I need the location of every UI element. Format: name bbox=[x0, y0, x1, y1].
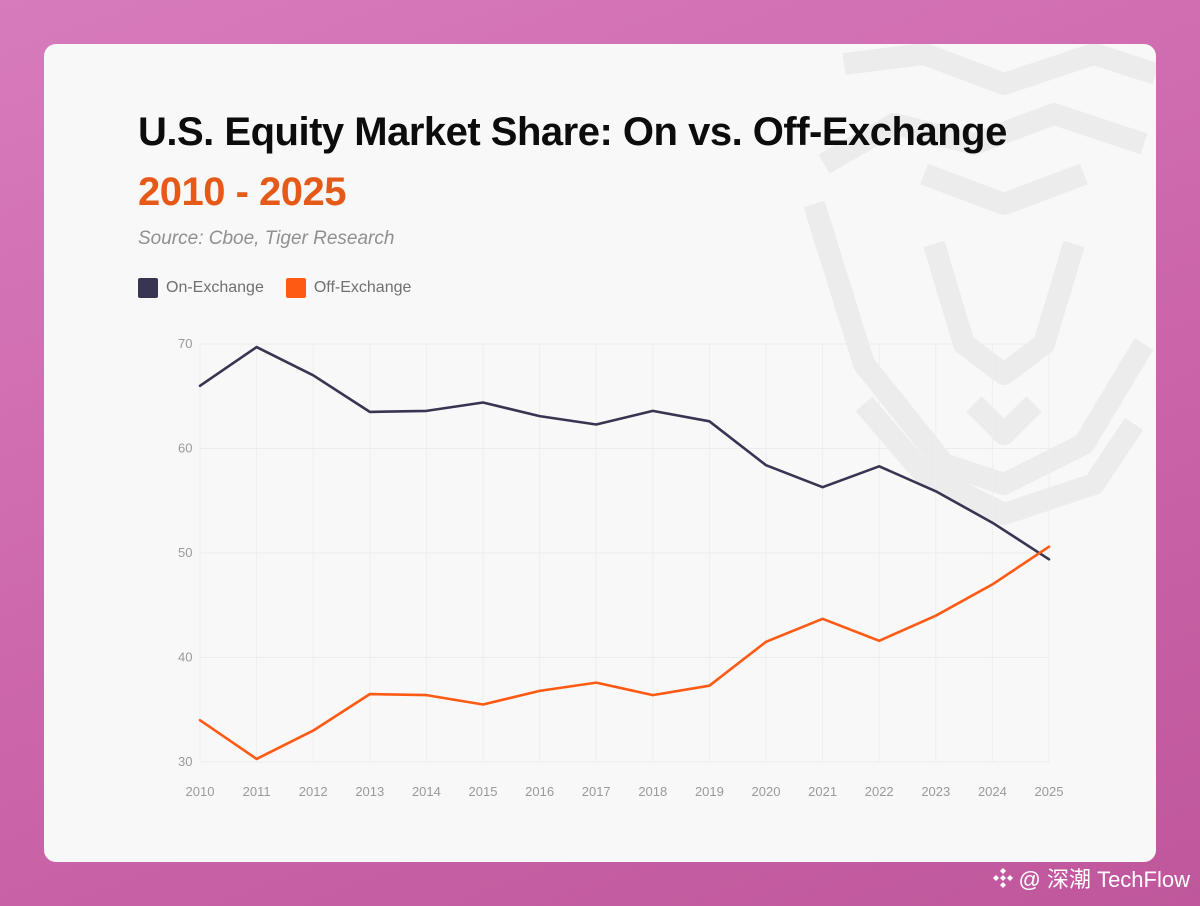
chart-subtitle: 2010 - 2025 bbox=[138, 170, 347, 214]
series-line-on-exchange bbox=[198, 345, 1051, 561]
x-tick-label: 2012 bbox=[299, 784, 328, 799]
source-note: Source: Cboe, Tiger Research bbox=[138, 228, 395, 249]
legend-swatch-on-exchange bbox=[138, 278, 158, 298]
x-tick-label: 2025 bbox=[1035, 784, 1064, 799]
legend-swatch-off-exchange bbox=[285, 278, 306, 298]
tiger-watermark-icon bbox=[804, 44, 1156, 525]
series-line-off-exchange bbox=[198, 545, 1051, 761]
x-tick-label: 2016 bbox=[525, 784, 554, 799]
x-tick-label: 2019 bbox=[695, 784, 724, 799]
y-tick-label: 70 bbox=[178, 336, 192, 351]
y-tick-label: 40 bbox=[178, 650, 192, 665]
x-tick-label: 2024 bbox=[978, 784, 1007, 799]
x-tick-label: 2013 bbox=[355, 784, 384, 799]
x-tick-label: 2023 bbox=[921, 784, 950, 799]
diamond-logo-icon bbox=[992, 868, 1013, 888]
brand-text: @ 深潮 TechFlow bbox=[1018, 867, 1190, 892]
y-tick-label: 30 bbox=[178, 754, 192, 769]
x-tick-label: 2018 bbox=[638, 784, 667, 799]
chart-card: U.S. Equity Market Share: On vs. Off-Exc… bbox=[44, 44, 1156, 862]
x-tick-label: 2010 bbox=[186, 784, 215, 799]
x-tick-label: 2011 bbox=[243, 784, 271, 799]
x-tick-label: 2020 bbox=[752, 784, 781, 799]
x-tick-label: 2014 bbox=[412, 784, 441, 799]
y-tick-label: 60 bbox=[178, 441, 192, 456]
x-tick-label: 2015 bbox=[469, 784, 498, 799]
chart-legend: On-Exchange Off-Exchange bbox=[138, 278, 411, 298]
legend-item-off-exchange: Off-Exchange bbox=[285, 278, 412, 298]
brand-watermark: @ 深潮 TechFlow bbox=[991, 862, 1190, 894]
line-chart: 30 40 50 60 70 2010 2011 2012 2013 2014 2015 2016 20… bbox=[178, 336, 1064, 799]
x-tick-label: 2022 bbox=[865, 784, 894, 799]
y-tick-label: 50 bbox=[178, 545, 192, 560]
legend-label-on-exchange: On-Exchange bbox=[166, 279, 264, 296]
x-tick-label: 2017 bbox=[582, 784, 611, 799]
legend-label-off-exchange: Off-Exchange bbox=[313, 279, 412, 296]
chart-title: U.S. Equity Market Share: On vs. Off-Exc… bbox=[138, 110, 1007, 154]
legend-item-on-exchange: On-Exchange bbox=[138, 278, 264, 298]
x-tick-label: 2021 bbox=[808, 784, 837, 799]
